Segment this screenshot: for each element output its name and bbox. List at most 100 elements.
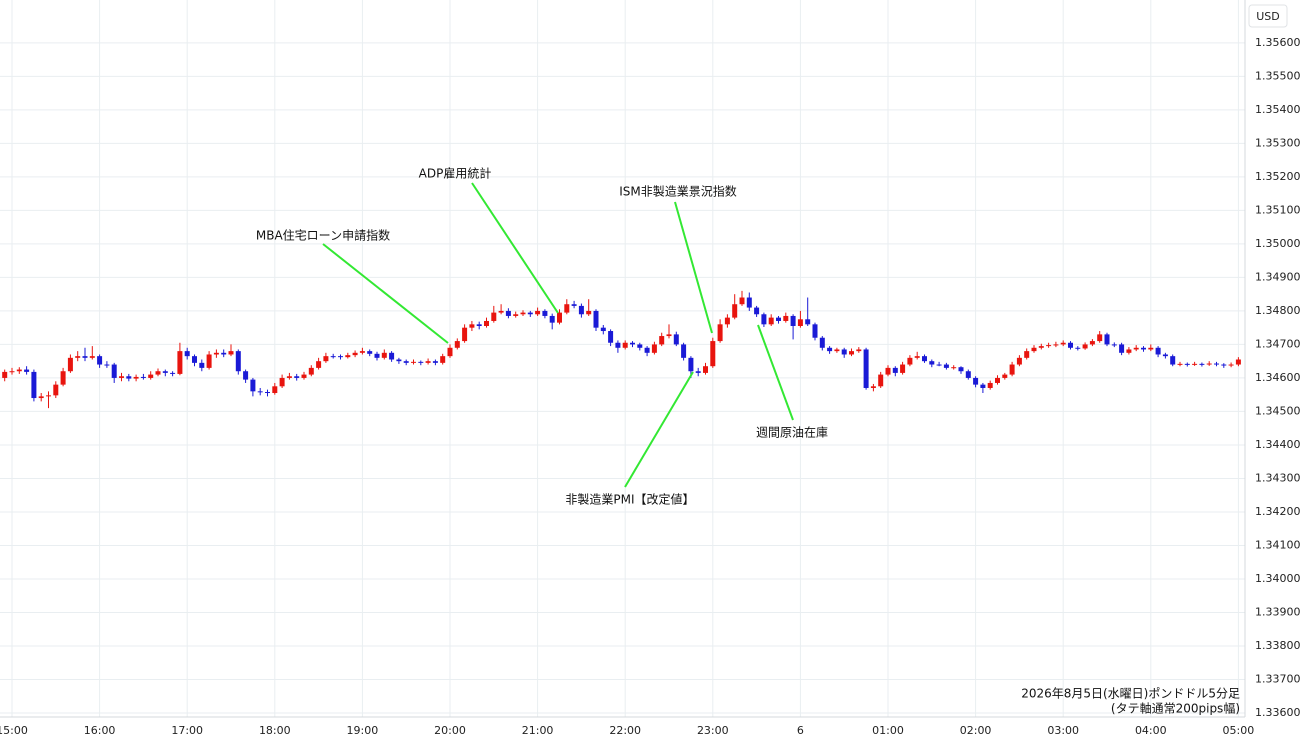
candle-body: [67, 357, 73, 372]
candle-body: [505, 310, 511, 316]
candle-body: [1228, 364, 1234, 366]
candle-body: [535, 310, 541, 315]
annotation-label: 非製造業PMI【改定値】: [565, 492, 694, 507]
candle-body: [1206, 363, 1212, 365]
candle-body: [958, 367, 964, 372]
candle-body: [170, 372, 176, 374]
candle-body: [82, 356, 88, 358]
candle-body: [827, 347, 833, 352]
candle-body: [228, 351, 234, 355]
candle-body: [330, 356, 336, 358]
annotation-label: 週間原油在庫: [756, 426, 828, 440]
candle-body: [608, 331, 614, 343]
y-tick-label: 1.34900: [1255, 270, 1300, 283]
candle-body: [834, 349, 840, 352]
candle-body: [243, 371, 249, 380]
candle-body: [199, 362, 205, 368]
candle-body: [1133, 347, 1139, 350]
candle-body: [761, 314, 767, 325]
candle-body: [615, 342, 621, 348]
x-tick-label: 22:00: [609, 724, 641, 737]
candle-body: [542, 310, 548, 316]
y-tick-label: 1.35100: [1255, 203, 1300, 216]
candle-body: [374, 353, 380, 358]
x-tick-label: 6: [797, 724, 804, 737]
candle-body: [1184, 363, 1190, 365]
candle-body: [922, 356, 927, 362]
x-tick-label: 17:00: [171, 724, 203, 737]
candle-body: [286, 376, 292, 378]
annotation-line: [674, 201, 713, 334]
candle-body: [783, 315, 789, 321]
candle-body: [622, 342, 628, 348]
x-tick-label: 01:00: [872, 724, 904, 737]
y-tick-label: 1.33600: [1255, 706, 1300, 719]
annotation-line: [471, 182, 559, 314]
y-tick-label: 1.34500: [1255, 404, 1300, 417]
candle-body: [732, 304, 738, 318]
y-tick-label: 1.34100: [1255, 538, 1300, 551]
candle-body: [155, 371, 161, 375]
candle-body: [849, 351, 854, 355]
candle-body: [630, 342, 635, 345]
candle-body: [1046, 345, 1052, 347]
candle-body: [717, 324, 723, 342]
candle-body: [703, 366, 708, 373]
candle-body: [97, 356, 103, 365]
candle-body: [724, 317, 730, 325]
candle-body: [192, 356, 197, 363]
candle-body: [885, 367, 891, 375]
caption: 2026年8月5日(水曜日)ポンドドル5分足: [1021, 687, 1240, 701]
x-tick-label: 23:00: [697, 724, 729, 737]
candle-body: [936, 364, 942, 366]
candle-body: [666, 334, 672, 337]
x-tick-label: 18:00: [259, 724, 291, 737]
candle-body: [24, 369, 30, 372]
candle-body: [301, 374, 307, 378]
candle-body: [870, 386, 876, 388]
candle-body: [389, 352, 395, 360]
candle-body: [1111, 344, 1117, 346]
candle-body: [38, 396, 44, 399]
candle-body: [593, 310, 599, 328]
candle-body: [104, 364, 110, 366]
candle-body: [1038, 346, 1044, 348]
candle-body: [856, 349, 862, 352]
candle-body: [1199, 363, 1205, 365]
candle-body: [739, 297, 745, 305]
candle-body: [432, 361, 438, 363]
candle-body: [1162, 354, 1168, 357]
candle-body: [1221, 364, 1227, 366]
x-tick-label: 04:00: [1135, 724, 1167, 737]
y-tick-label: 1.35000: [1255, 237, 1300, 250]
candle-body: [943, 364, 949, 368]
y-tick-label: 1.34700: [1255, 337, 1300, 350]
candle-body: [16, 369, 22, 372]
candle-body: [111, 364, 117, 378]
candle-body: [418, 361, 424, 363]
caption: (タテ軸通常200pips幅): [1111, 701, 1240, 716]
y-tick-label: 1.34600: [1255, 371, 1300, 384]
x-tick-label: 19:00: [347, 724, 379, 737]
y-tick-label: 1.34800: [1255, 304, 1300, 317]
y-tick-label: 1.35300: [1255, 136, 1300, 149]
candle-body: [1016, 357, 1022, 365]
candle-body: [907, 357, 913, 365]
candle-body: [148, 374, 154, 378]
candle-body: [790, 315, 796, 327]
candle-body: [1214, 363, 1219, 365]
candle-body: [1141, 347, 1146, 350]
x-tick-label: 03:00: [1047, 724, 1079, 737]
candle-body: [527, 312, 533, 315]
annotation-label: ADP雇用統計: [419, 166, 492, 181]
candle-body: [659, 336, 665, 345]
y-tick-label: 1.34400: [1255, 438, 1300, 451]
candle-body: [257, 391, 263, 393]
candle-body: [221, 352, 227, 355]
candle-body: [454, 341, 460, 348]
candle-body: [819, 337, 825, 348]
annotation-label: MBA住宅ローン申請指数: [256, 228, 390, 243]
